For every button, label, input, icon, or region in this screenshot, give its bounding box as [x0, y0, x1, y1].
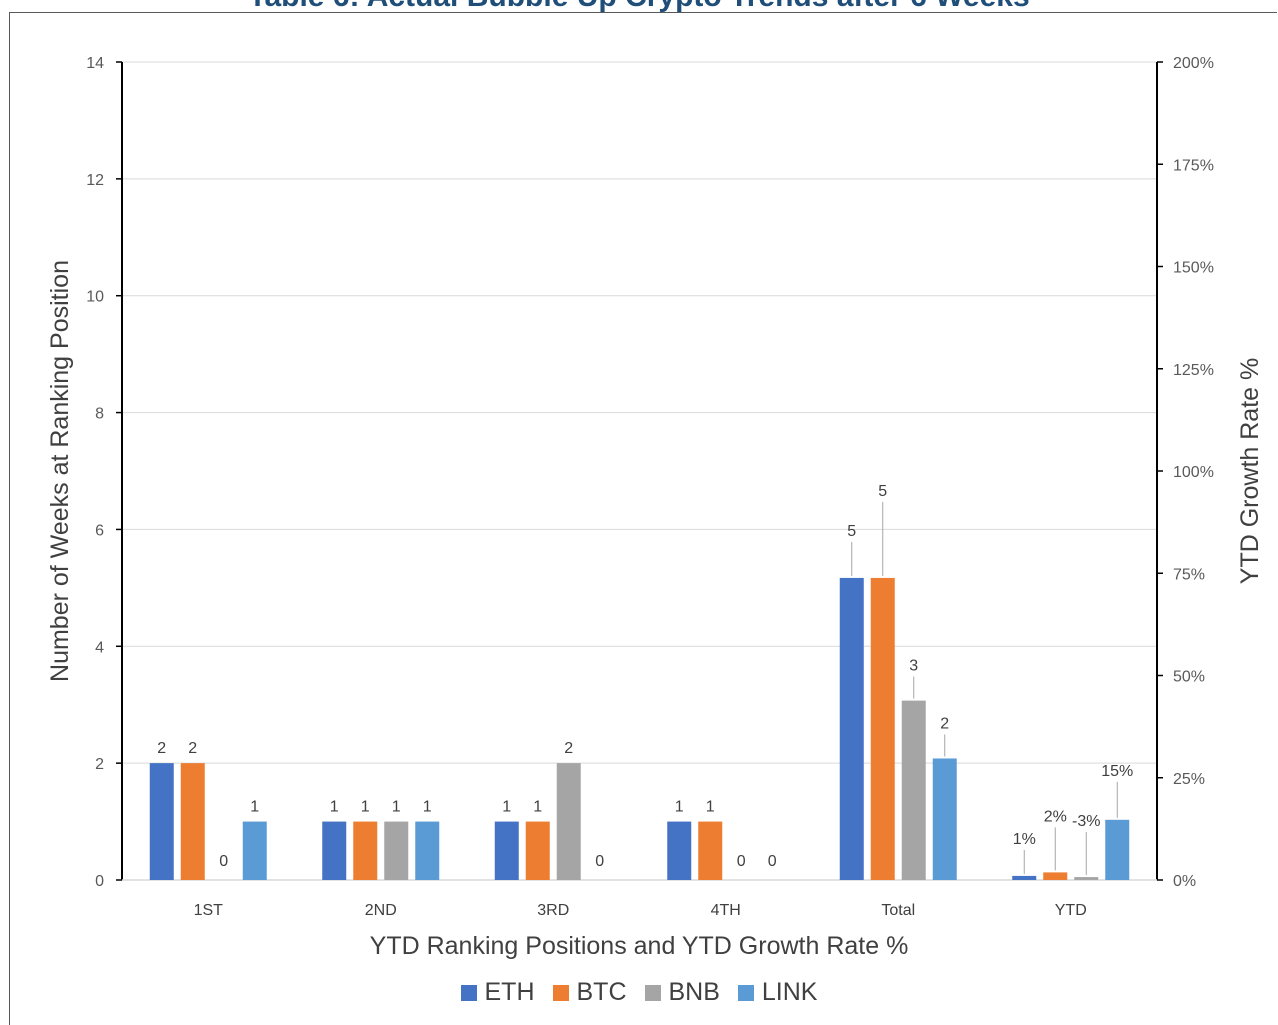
x-axis-title: YTD Ranking Positions and YTD Growth Rat… [370, 932, 909, 960]
bar-btc [870, 577, 895, 880]
y2-tick-label: 125% [1173, 362, 1214, 379]
legend-item-btc: BTC [552, 978, 627, 1007]
y2-tick-label: 150% [1173, 260, 1214, 277]
bar-bnb [901, 700, 926, 880]
data-label: 1 [392, 799, 401, 816]
bar-eth [1012, 875, 1037, 880]
bar-link [932, 758, 957, 880]
legend-label: BTC [576, 978, 627, 1006]
y2-axis-title: YTD Growth Rate % [1236, 358, 1264, 584]
x-tick-label: YTD [1055, 902, 1087, 919]
y-tick-label: 8 [95, 406, 104, 423]
x-tick-label: Total [881, 902, 915, 919]
y2-tick-label: 75% [1173, 566, 1205, 583]
data-label: 1% [1013, 831, 1036, 848]
bar-btc [698, 821, 723, 880]
y-tick-label: 2 [95, 756, 104, 773]
x-tick-label: 1ST [194, 902, 224, 919]
data-label: 5 [878, 483, 887, 500]
bar-eth [149, 763, 174, 880]
data-label: 1 [502, 799, 511, 816]
bar-btc [180, 763, 205, 880]
data-label: -3% [1072, 813, 1100, 830]
data-label: 1 [330, 799, 339, 816]
bar-eth [667, 821, 692, 880]
bar-link [1105, 819, 1130, 880]
bar-eth [494, 821, 519, 880]
legend-label: ETH [484, 978, 535, 1006]
data-label: 0 [737, 853, 746, 870]
legend-item-eth: ETH [460, 978, 535, 1007]
data-label: 1 [361, 799, 370, 816]
x-tick-label: 3RD [537, 902, 569, 919]
data-label: 3 [909, 658, 918, 675]
bar-btc [353, 821, 378, 880]
legend-label: BNB [668, 978, 720, 1006]
bar-bnb [384, 821, 409, 880]
data-label: 15% [1101, 763, 1133, 780]
y2-tick-label: 100% [1173, 464, 1214, 481]
legend-item-link: LINK [737, 978, 818, 1007]
y-tick-label: 14 [86, 55, 104, 72]
y2-tick-label: 50% [1173, 669, 1205, 686]
data-label: 1 [706, 799, 715, 816]
bar-eth [322, 821, 347, 880]
data-label: 1 [533, 799, 542, 816]
y-tick-label: 4 [95, 639, 104, 656]
bar-btc [1043, 872, 1068, 880]
data-label: 2% [1044, 808, 1067, 825]
y2-tick-label: 175% [1173, 157, 1214, 174]
bar-btc [525, 821, 550, 880]
legend-swatch [737, 985, 754, 1001]
bar-link [415, 821, 440, 880]
data-label: 2 [188, 740, 197, 757]
x-tick-label: 2ND [365, 902, 397, 919]
chart-title: Table 6: Actual Bubble Up Crypto Trends … [0, 0, 1278, 14]
data-label: 2 [157, 740, 166, 757]
data-label: 1 [675, 799, 684, 816]
chart-frame [9, 12, 1277, 1025]
y-tick-label: 10 [86, 289, 104, 306]
data-label: 0 [595, 853, 604, 870]
bar-link [242, 821, 267, 880]
data-label: 5 [847, 523, 856, 540]
y2-tick-label: 0% [1173, 873, 1196, 890]
bar-bnb [556, 763, 581, 880]
legend-swatch [552, 985, 569, 1001]
data-label: 1 [423, 799, 432, 816]
data-label: 2 [564, 740, 573, 757]
legend-label: LINK [761, 978, 818, 1006]
y-tick-label: 6 [95, 522, 104, 539]
data-label: 2 [940, 715, 949, 732]
y-tick-label: 0 [95, 873, 104, 890]
y-tick-label: 12 [86, 172, 104, 189]
y2-tick-label: 25% [1173, 771, 1205, 788]
data-label: 0 [768, 853, 777, 870]
legend-swatch [644, 985, 661, 1001]
bar-bnb [1074, 877, 1099, 880]
bar-eth [839, 577, 864, 880]
y-axis-title: Number of Weeks at Ranking Position [46, 260, 74, 682]
data-label: 0 [219, 853, 228, 870]
legend-swatch [460, 985, 477, 1001]
legend-item-bnb: BNB [644, 978, 720, 1007]
legend: ETH BTC BNB LINK [0, 978, 1278, 1007]
y2-tick-label: 200% [1173, 55, 1214, 72]
x-tick-label: 4TH [711, 902, 741, 919]
data-label: 1 [250, 799, 259, 816]
